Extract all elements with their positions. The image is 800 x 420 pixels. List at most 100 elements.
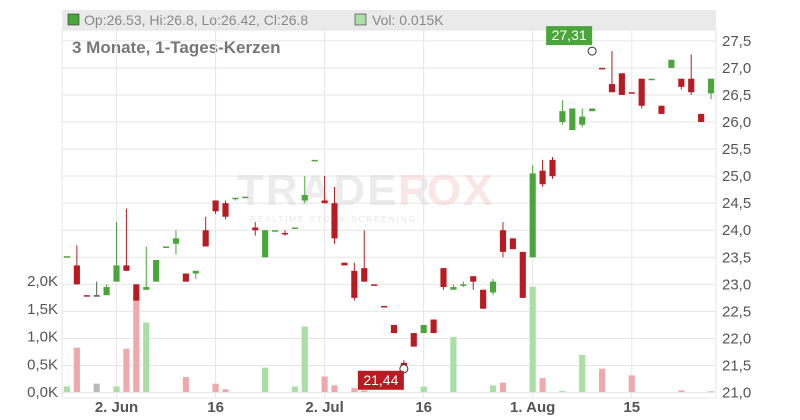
candle-body <box>182 273 189 282</box>
price-tick-label: 23,5 <box>722 249 751 266</box>
price-tick-label: 24,5 <box>722 195 751 212</box>
volume-bar <box>678 390 685 392</box>
plot-frame <box>61 29 717 399</box>
candle-body <box>262 230 269 258</box>
volume-bar <box>499 382 507 392</box>
candle-body <box>123 265 130 271</box>
volume-bar <box>63 386 71 392</box>
candle-body <box>301 195 308 201</box>
price-tick-label: 21,0 <box>722 385 751 402</box>
volume-bars <box>63 286 715 393</box>
time-tick-label: 2. Jul <box>305 399 343 416</box>
candle-body <box>172 238 180 244</box>
watermark-brand-b: FOX <box>398 166 494 215</box>
volume-bar <box>529 286 536 392</box>
volume-bar <box>361 390 368 392</box>
candle-body <box>450 287 457 290</box>
price-tick-label: 26,5 <box>722 87 751 104</box>
candle-body <box>321 200 328 204</box>
volume-bar <box>321 376 328 392</box>
candle-body <box>549 159 556 177</box>
candle-body <box>420 324 427 334</box>
candle-body <box>678 78 685 87</box>
volume-readout: Vol: 0.015K <box>372 12 444 28</box>
price-tick-label: 22,5 <box>722 303 751 320</box>
volume-bar <box>539 378 546 392</box>
volume-bar <box>123 348 130 392</box>
candle-body <box>242 196 249 199</box>
volume-bar <box>450 337 457 392</box>
candle-body <box>489 281 497 293</box>
traderfox-watermark: TRADER FOX REALTIME STOCK SCREENING <box>237 166 494 224</box>
candle-body <box>569 108 576 131</box>
price-tick-label: 27,5 <box>722 33 751 50</box>
price-tick-label: 21,5 <box>722 358 751 375</box>
candle-body <box>618 73 625 95</box>
candle-body <box>192 270 199 274</box>
candle-body <box>113 265 120 282</box>
volume-bar <box>143 322 150 392</box>
grid-lines <box>61 29 717 399</box>
time-tick-label: 2. Jun <box>95 399 138 416</box>
candle-body <box>509 238 516 250</box>
price-tick-label: 23,0 <box>722 276 751 293</box>
candle-body <box>589 108 596 112</box>
volume-bar <box>628 375 635 392</box>
candle-body <box>341 262 348 266</box>
candle-body <box>232 197 239 200</box>
candle-body <box>281 232 289 235</box>
header-bar <box>62 10 716 30</box>
candle-body <box>271 230 279 232</box>
candle-body <box>63 256 71 258</box>
marker-badge <box>546 26 593 46</box>
volume-bar <box>351 388 358 392</box>
candle-body <box>222 203 229 217</box>
time-tick-label: 15 <box>623 399 640 416</box>
candle-body <box>371 284 378 286</box>
candle-body <box>668 59 675 68</box>
marker-value-label: 27,31 <box>552 27 587 43</box>
volume-bar <box>707 391 715 393</box>
time-tick-label: 16 <box>207 399 224 416</box>
candle-body <box>212 200 219 212</box>
volume-tick-label: 0,5K <box>27 356 58 373</box>
ohlc-readout: Op:26.53, Hi:26.8, Lo:26.42, Cl:26.8 <box>84 12 308 28</box>
marker-dot <box>587 46 597 56</box>
volume-bar <box>73 347 80 392</box>
volume-bar <box>559 390 566 392</box>
marker-badge <box>357 370 404 390</box>
price-tick-label: 27,0 <box>722 60 751 77</box>
candle-body <box>608 84 616 93</box>
volume-bar <box>182 377 189 392</box>
candle-body <box>331 203 338 239</box>
candle-body <box>133 284 140 301</box>
candle-body <box>252 227 259 231</box>
volume-bar <box>598 368 606 392</box>
axes: 27,5 27,0 26,5 26,0 25,5 25,0 24,5 24,0 23,5 23,0… <box>27 33 751 416</box>
volume-bar <box>301 326 308 392</box>
candle-body <box>519 251 526 298</box>
volume-bar <box>113 386 120 392</box>
candle-body <box>390 324 398 334</box>
candle-body <box>460 284 467 286</box>
price-tick-label: 25,5 <box>722 141 751 158</box>
volume-bar <box>291 386 298 392</box>
candle-body <box>529 173 536 258</box>
marker-value-label: 21,44 <box>363 372 398 388</box>
candle-body <box>539 170 546 185</box>
extreme-markers: 27,31 21,44 <box>357 26 597 390</box>
candle-body <box>291 227 298 230</box>
candle-body <box>688 78 695 93</box>
candle-body <box>638 78 645 106</box>
volume-bar <box>579 354 586 392</box>
candle-body <box>598 67 606 70</box>
candle-body <box>103 287 110 296</box>
candle-body <box>410 333 417 347</box>
candle-body <box>707 78 715 94</box>
candle-body <box>73 265 80 285</box>
ohlc-legend-swatch <box>67 13 80 26</box>
price-tick-label: 26,0 <box>722 114 751 131</box>
volume-tick-label: 1,0K <box>27 329 58 346</box>
